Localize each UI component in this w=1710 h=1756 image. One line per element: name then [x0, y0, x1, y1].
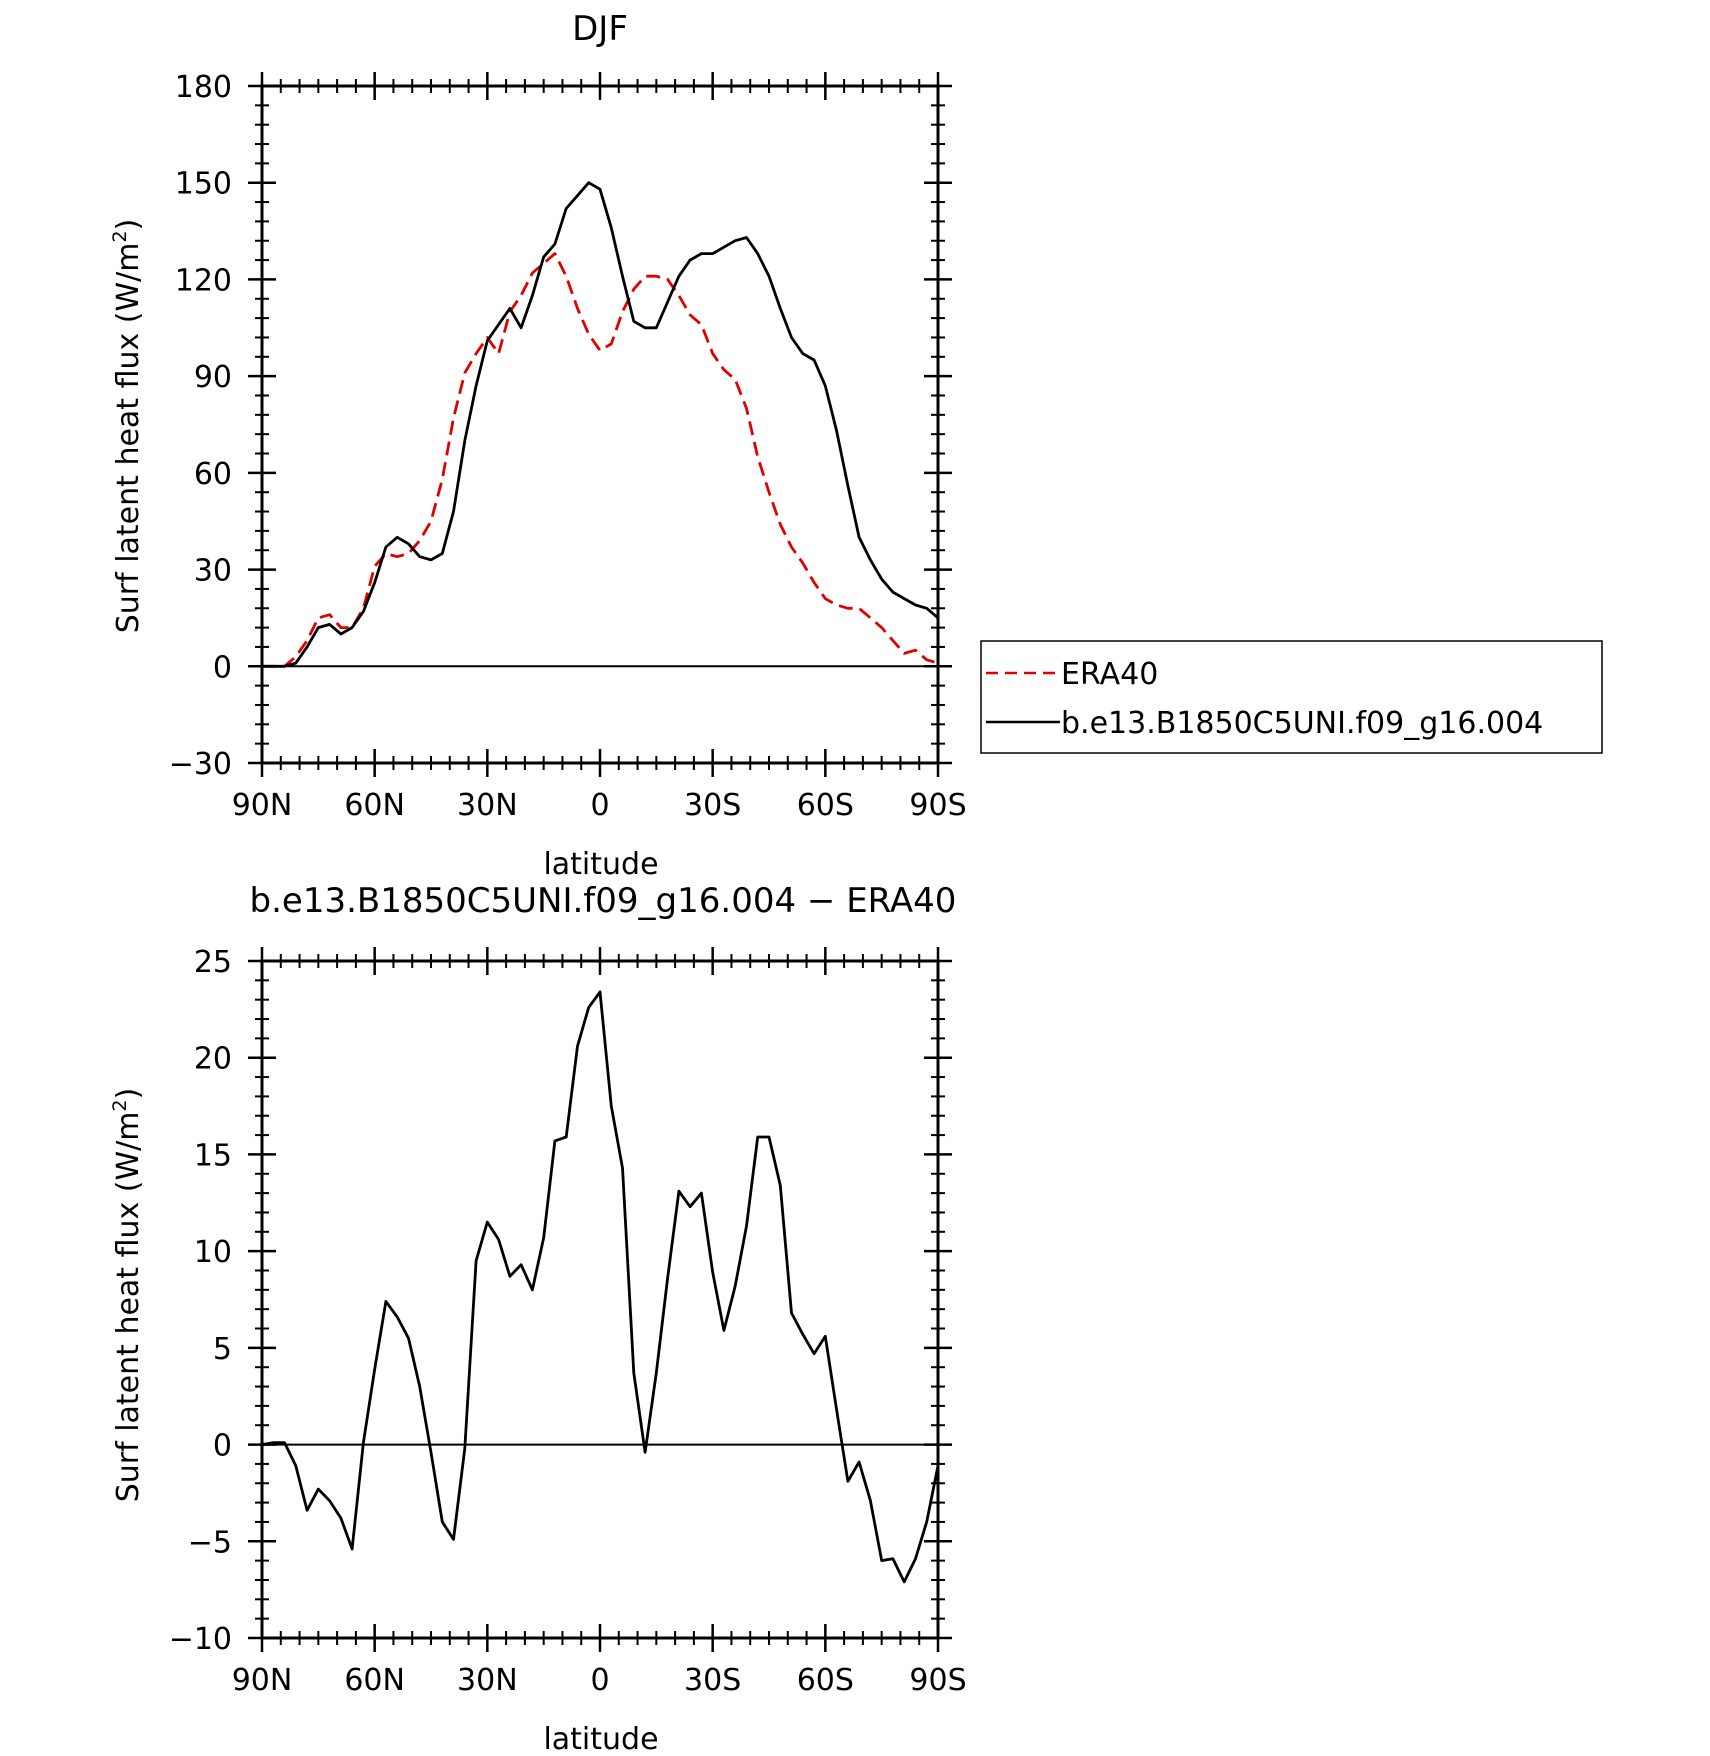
top-panel-x-tick-label: 0	[590, 788, 609, 823]
bottom-panel-y-tick-label: 0	[213, 1429, 232, 1464]
top-panel-x-tick-label: 30N	[457, 788, 518, 823]
legend-label-model: b.e13.B1850C5UNI.f09_g16.004	[1061, 706, 1543, 741]
top-panel-series	[262, 181, 939, 668]
top-panel-series-line-1	[262, 181, 939, 668]
top-panel-x-tick-label: 90S	[909, 788, 966, 823]
bottom-panel-y-tick-label: 25	[194, 945, 232, 980]
bottom-panel-y-tick-label: 20	[194, 1042, 232, 1077]
bottom-panel-series	[261, 990, 940, 1584]
bottom-panel-y-tick-label: 10	[194, 1235, 232, 1270]
bottom-panel-y-axis-label-main: Surf latent heat flux (W/m	[111, 1112, 146, 1503]
bottom-panel-y-tick-label: −10	[169, 1622, 232, 1657]
top-panel-y-tick-label: 30	[194, 554, 232, 589]
top-panel: DJF −30 0 30 60 90 120 150 180 90N 60N 30N 0 30S 60S 9…	[109, 9, 967, 882]
bottom-panel-title: b.e13.B1850C5UNI.f09_g16.004 − ERA40	[250, 881, 957, 921]
top-panel-tick-labels: −30 0 30 60 90 120 150 180 90N 60N 30N 0 30S 60S 90S	[169, 70, 967, 823]
bottom-panel-x-tick-label: 60N	[344, 1663, 405, 1698]
bottom-panel-x-tick-label: 30N	[457, 1663, 518, 1698]
bottom-panel-y-tick-label: 15	[194, 1138, 232, 1173]
top-panel-y-tick-label: 150	[175, 167, 232, 202]
legend: ERA40 b.e13.B1850C5UNI.f09_g16.004	[980, 640, 1603, 754]
top-panel-series-line-0	[262, 252, 939, 668]
top-panel-y-tick-label: 90	[194, 360, 232, 395]
top-panel-y-axis-label: Surf latent heat flux (W/m2)	[109, 219, 146, 634]
bottom-panel-x-axis-label: latitude	[543, 1722, 658, 1756]
top-panel-y-tick-label: 180	[175, 70, 232, 105]
top-panel-y-tick-label: −30	[169, 747, 232, 782]
top-panel-x-tick-label: 30S	[684, 788, 741, 823]
bottom-panel-x-tick-label: 90N	[232, 1663, 293, 1698]
top-panel-x-tick-label: 90N	[232, 788, 293, 823]
bottom-panel: b.e13.B1850C5UNI.f09_g16.004 − ERA40 −10…	[109, 881, 967, 1756]
top-panel-x-tick-label: 60S	[797, 788, 854, 823]
bottom-panel-y-axis-label: Surf latent heat flux (W/m2)	[109, 1088, 146, 1503]
bottom-panel-y-axis-label-close: )	[111, 1088, 146, 1100]
legend-box	[980, 640, 1603, 754]
top-panel-y-axis-label-close: )	[111, 219, 146, 231]
bottom-panel-y-tick-label: −5	[188, 1525, 232, 1560]
top-panel-x-axis-label: latitude	[543, 847, 658, 882]
top-panel-frame	[260, 84, 940, 765]
top-panel-y-axis-label-main: Surf latent heat flux (W/m	[111, 243, 146, 634]
bottom-panel-x-tick-label: 30S	[684, 1663, 741, 1698]
top-panel-title: DJF	[572, 9, 628, 49]
bottom-panel-y-axis-label-superscript: 2	[109, 1099, 131, 1111]
top-panel-y-axis-label-superscript: 2	[109, 230, 131, 242]
bottom-panel-x-tick-label: 0	[590, 1663, 609, 1698]
bottom-panel-x-tick-label: 90S	[909, 1663, 966, 1698]
bottom-panel-series-line-0	[261, 990, 940, 1584]
top-panel-x-tick-label: 60N	[344, 788, 405, 823]
bottom-panel-frame	[260, 959, 940, 1640]
bottom-panel-y-tick-label: 5	[213, 1332, 232, 1367]
bottom-panel-tick-labels: −10 −5 0 5 10 15 20 25 90N 60N 30N 0 30S 60S 90S	[169, 945, 967, 1698]
legend-label-era40: ERA40	[1061, 657, 1158, 692]
bottom-panel-x-tick-label: 60S	[797, 1663, 854, 1698]
top-panel-y-tick-label: 60	[194, 457, 232, 492]
top-panel-y-tick-label: 120	[175, 263, 232, 298]
top-panel-y-tick-label: 0	[213, 650, 232, 685]
